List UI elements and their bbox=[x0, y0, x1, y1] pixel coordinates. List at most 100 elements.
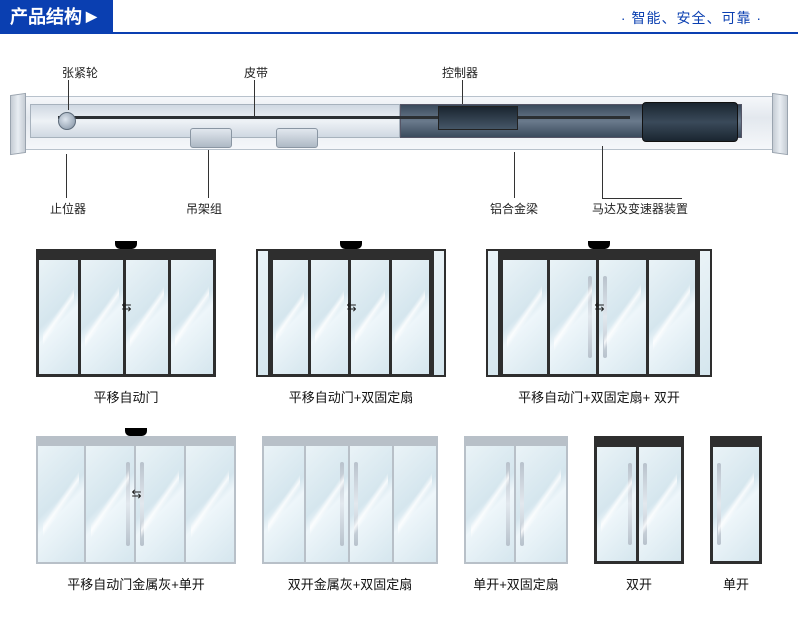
slide-arrows-icon: ⇆ bbox=[131, 487, 140, 501]
glass-panel bbox=[599, 257, 648, 377]
glass-panel bbox=[311, 257, 351, 377]
door-header-bar bbox=[262, 436, 438, 444]
door-item: 单开 bbox=[710, 436, 762, 593]
belt bbox=[58, 116, 630, 119]
motion-sensor-icon bbox=[340, 241, 362, 249]
door-caption: 单开 bbox=[710, 574, 762, 593]
glass-panel bbox=[306, 444, 350, 564]
label-beam: 铝合金梁 bbox=[490, 200, 538, 217]
leader-line bbox=[208, 150, 209, 198]
door-caption: 单开+双固定扇 bbox=[464, 574, 568, 593]
glass-panel bbox=[270, 257, 311, 377]
section-title: 产品结构 bbox=[10, 3, 82, 29]
door-caption: 平移自动门+双固定扇 bbox=[256, 387, 446, 406]
glass-panel bbox=[171, 257, 216, 377]
end-cap-left bbox=[10, 93, 26, 155]
leader-line bbox=[514, 152, 515, 198]
door-header-bar bbox=[464, 436, 568, 444]
door-panels: ⇆ bbox=[36, 444, 236, 564]
fixed-side-panel bbox=[432, 249, 446, 377]
leader-line bbox=[66, 154, 67, 198]
door-handle bbox=[126, 462, 130, 546]
door-set: ⇆ bbox=[256, 249, 446, 377]
door-caption: 平移自动门+双固定扇+ 双开 bbox=[486, 387, 712, 406]
glass-panel bbox=[262, 444, 306, 564]
glass-panel bbox=[36, 444, 86, 564]
door-handle bbox=[140, 462, 144, 546]
door-item: 双开金属灰+双固定扇 bbox=[262, 436, 438, 593]
door-handle bbox=[520, 462, 524, 546]
glass-panel bbox=[464, 444, 516, 564]
motion-sensor-icon bbox=[115, 241, 137, 249]
door-set bbox=[710, 436, 762, 564]
leader-line bbox=[602, 146, 603, 198]
gallery-row: ⇆ 平移自动门 ⇆ 平移自动门+双固定扇 ⇆ 平移自动门+双固定扇+ 双开 bbox=[36, 249, 762, 406]
structure-diagram: 张紧轮 皮带 控制器 止位器 吊架组 铝合金梁 马达及变速器装置 bbox=[18, 64, 780, 234]
door-header-bar bbox=[710, 436, 762, 444]
leader-line bbox=[68, 80, 69, 110]
door-caption: 平移自动门 bbox=[36, 387, 216, 406]
door-set: ⇆ bbox=[486, 249, 712, 377]
label-stopper: 止位器 bbox=[50, 200, 86, 217]
arrow-right-icon: ▶ bbox=[86, 8, 97, 25]
glass-panel bbox=[136, 444, 186, 564]
motor-unit bbox=[642, 102, 738, 142]
door-panels bbox=[262, 444, 438, 564]
door-panels: ⇆ bbox=[36, 257, 216, 377]
slide-arrows-icon: ⇆ bbox=[346, 300, 355, 314]
door-panels bbox=[594, 444, 684, 564]
door-set bbox=[464, 436, 568, 564]
fixed-side-panel bbox=[256, 249, 270, 377]
door-handle bbox=[354, 462, 358, 546]
tension-wheel bbox=[58, 112, 76, 130]
slide-arrows-icon: ⇆ bbox=[121, 300, 130, 314]
door-header-bar bbox=[594, 436, 684, 444]
door-set bbox=[262, 436, 438, 564]
glass-panel bbox=[36, 257, 81, 377]
door-gallery: ⇆ 平移自动门 ⇆ 平移自动门+双固定扇 ⇆ 平移自动门+双固定扇+ 双开 ⇆平移自动门金… bbox=[0, 249, 798, 631]
glass-panel bbox=[392, 257, 432, 377]
door-panels bbox=[464, 444, 568, 564]
door-item: 双开 bbox=[594, 436, 684, 593]
door-panels: ⇆ bbox=[500, 257, 698, 377]
leader-line bbox=[602, 198, 682, 199]
door-handle bbox=[643, 463, 647, 545]
door-handle bbox=[506, 462, 510, 546]
door-panels: ⇆ bbox=[270, 257, 432, 377]
door-panels bbox=[710, 444, 762, 564]
label-hanger: 吊架组 bbox=[186, 200, 222, 217]
controller-box bbox=[438, 106, 518, 130]
glass-panel bbox=[710, 444, 762, 564]
leader-line bbox=[254, 80, 255, 116]
door-set bbox=[594, 436, 684, 564]
label-belt: 皮带 bbox=[244, 64, 268, 81]
fixed-side-panel bbox=[698, 249, 712, 377]
glass-panel bbox=[186, 444, 236, 564]
door-item: ⇆ 平移自动门+双固定扇 bbox=[256, 249, 446, 406]
section-tagline: · 智能、安全、可靠 · bbox=[621, 0, 798, 32]
door-header-bar bbox=[270, 249, 432, 257]
glass-panel bbox=[516, 444, 568, 564]
door-item: ⇆ 平移自动门+双固定扇+ 双开 bbox=[486, 249, 712, 406]
door-handle bbox=[717, 463, 721, 545]
label-motor: 马达及变速器装置 bbox=[592, 200, 688, 217]
end-cap-right bbox=[772, 93, 788, 155]
door-header-bar bbox=[36, 249, 216, 257]
door-handle bbox=[340, 462, 344, 546]
door-set: ⇆ bbox=[36, 436, 236, 564]
glass-panel bbox=[394, 444, 438, 564]
fixed-side-panel bbox=[486, 249, 500, 377]
door-item: ⇆平移自动门金属灰+单开 bbox=[36, 436, 236, 593]
motion-sensor-icon bbox=[588, 241, 610, 249]
section-header: 产品结构 ▶ · 智能、安全、可靠 · bbox=[0, 0, 798, 34]
door-set: ⇆ bbox=[36, 249, 216, 377]
leader-line bbox=[462, 80, 463, 104]
gallery-row: ⇆平移自动门金属灰+单开双开金属灰+双固定扇单开+双固定扇 双开单开 bbox=[36, 436, 762, 593]
glass-panel bbox=[500, 257, 550, 377]
motion-sensor-icon bbox=[125, 428, 147, 436]
door-item: 单开+双固定扇 bbox=[464, 436, 568, 593]
label-tension-wheel: 张紧轮 bbox=[62, 64, 98, 81]
door-item: ⇆ 平移自动门 bbox=[36, 249, 216, 406]
glass-panel bbox=[594, 444, 639, 564]
glass-panel bbox=[81, 257, 126, 377]
